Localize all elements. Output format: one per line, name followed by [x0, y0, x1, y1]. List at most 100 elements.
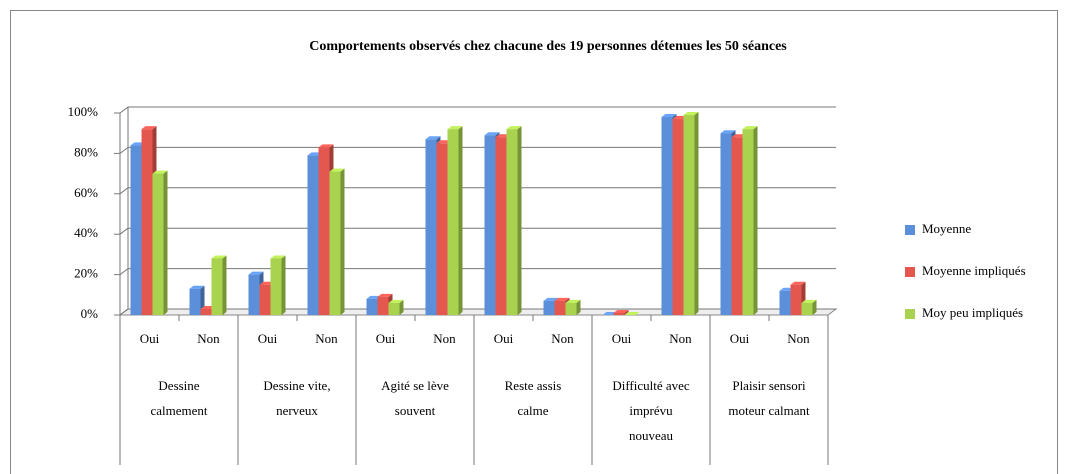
bar — [141, 129, 153, 315]
x-tick-label: Non — [197, 331, 220, 346]
bar — [366, 298, 378, 315]
bar-side — [399, 299, 404, 315]
bar — [259, 284, 271, 315]
bar — [377, 296, 389, 315]
x-tick-label: Non — [551, 331, 574, 346]
bar — [720, 133, 732, 315]
bar — [447, 129, 459, 315]
group-label: souvent — [395, 403, 436, 418]
group-label: Plaisir sensori — [732, 378, 806, 393]
bar-top — [270, 255, 286, 259]
bar — [329, 171, 341, 315]
y-tick-label: 40% — [74, 225, 98, 240]
bar-top — [720, 130, 736, 134]
bar — [731, 137, 743, 315]
bar-top — [248, 271, 264, 275]
group-label: nouveau — [629, 428, 674, 443]
bar — [152, 173, 164, 315]
bar — [613, 312, 625, 315]
bar — [790, 284, 802, 315]
bar — [672, 119, 684, 315]
bar-side — [281, 255, 286, 315]
bar-top — [211, 255, 227, 259]
group-label: Agité se lève — [381, 378, 449, 393]
bar — [318, 147, 330, 315]
y-tick-label: 0% — [81, 306, 99, 321]
grid-line-side — [119, 146, 129, 154]
bar — [270, 258, 282, 315]
bar — [661, 117, 673, 315]
legend-label: Moyenne — [922, 221, 971, 236]
bar-side — [812, 299, 817, 315]
bar-top — [318, 144, 334, 148]
bar — [495, 137, 507, 315]
bar — [211, 258, 223, 315]
bar-top — [742, 126, 758, 130]
bar — [554, 300, 566, 315]
bar — [683, 115, 695, 316]
bar — [484, 135, 496, 315]
group-label: Reste assis — [505, 378, 562, 393]
bar-side — [340, 168, 345, 315]
bar — [388, 302, 400, 315]
x-tick-label: Oui — [140, 331, 160, 346]
bar-top — [683, 112, 699, 116]
group-label: Dessine — [158, 378, 199, 393]
y-tick-label: 100% — [68, 104, 99, 119]
bar-top — [565, 299, 581, 303]
bar-top — [484, 132, 500, 136]
bar-top — [506, 126, 522, 130]
y-tick-label: 80% — [74, 144, 98, 159]
chart-title: Comportements observés chez chacune des … — [309, 39, 787, 54]
bar — [801, 302, 813, 315]
bar-side — [163, 170, 168, 315]
bar — [779, 290, 791, 315]
bar-side — [517, 126, 522, 315]
bar-top — [790, 281, 806, 285]
group-label: Dessine vite, — [263, 378, 330, 393]
x-tick-label: Oui — [258, 331, 278, 346]
x-tick-label: Non — [433, 331, 456, 346]
grid-line-side — [119, 268, 129, 276]
bar-top — [152, 170, 168, 174]
bar-top — [613, 309, 629, 313]
bar-top — [377, 293, 393, 297]
bar-top — [543, 297, 559, 301]
bar — [307, 155, 319, 315]
group-label: Difficulté avec — [612, 378, 690, 393]
bar-top — [661, 114, 677, 118]
x-tick-label: Oui — [494, 331, 514, 346]
bar — [189, 288, 201, 315]
legend-swatch — [905, 225, 915, 235]
chart-frame — [10, 10, 1058, 474]
legend-swatch — [905, 267, 915, 277]
bar — [436, 143, 448, 315]
x-tick-label: Oui — [730, 331, 750, 346]
legend-label: Moy peu impliqués — [922, 305, 1023, 320]
legend-swatch — [905, 309, 915, 319]
bar — [130, 145, 142, 315]
x-tick-label: Oui — [376, 331, 396, 346]
group-label: calmement — [150, 403, 207, 418]
y-tick-label: 20% — [74, 266, 98, 281]
y-tick-label: 60% — [74, 185, 98, 200]
bar — [543, 300, 555, 315]
x-tick-label: Non — [787, 331, 810, 346]
group-label: calme — [517, 403, 548, 418]
bar — [425, 139, 437, 315]
grid-line-side — [119, 227, 129, 235]
bar-top — [141, 126, 157, 130]
bar-top — [447, 126, 463, 130]
bar-top — [329, 168, 345, 172]
bar-side — [222, 255, 227, 315]
bar — [565, 302, 577, 315]
bar — [248, 274, 260, 315]
bar-top — [425, 136, 441, 140]
bar-side — [694, 112, 699, 316]
x-tick-label: Non — [669, 331, 692, 346]
grid-line-side — [119, 308, 129, 316]
bar-side — [624, 309, 629, 315]
bar-top — [624, 312, 640, 315]
bar — [200, 308, 212, 315]
